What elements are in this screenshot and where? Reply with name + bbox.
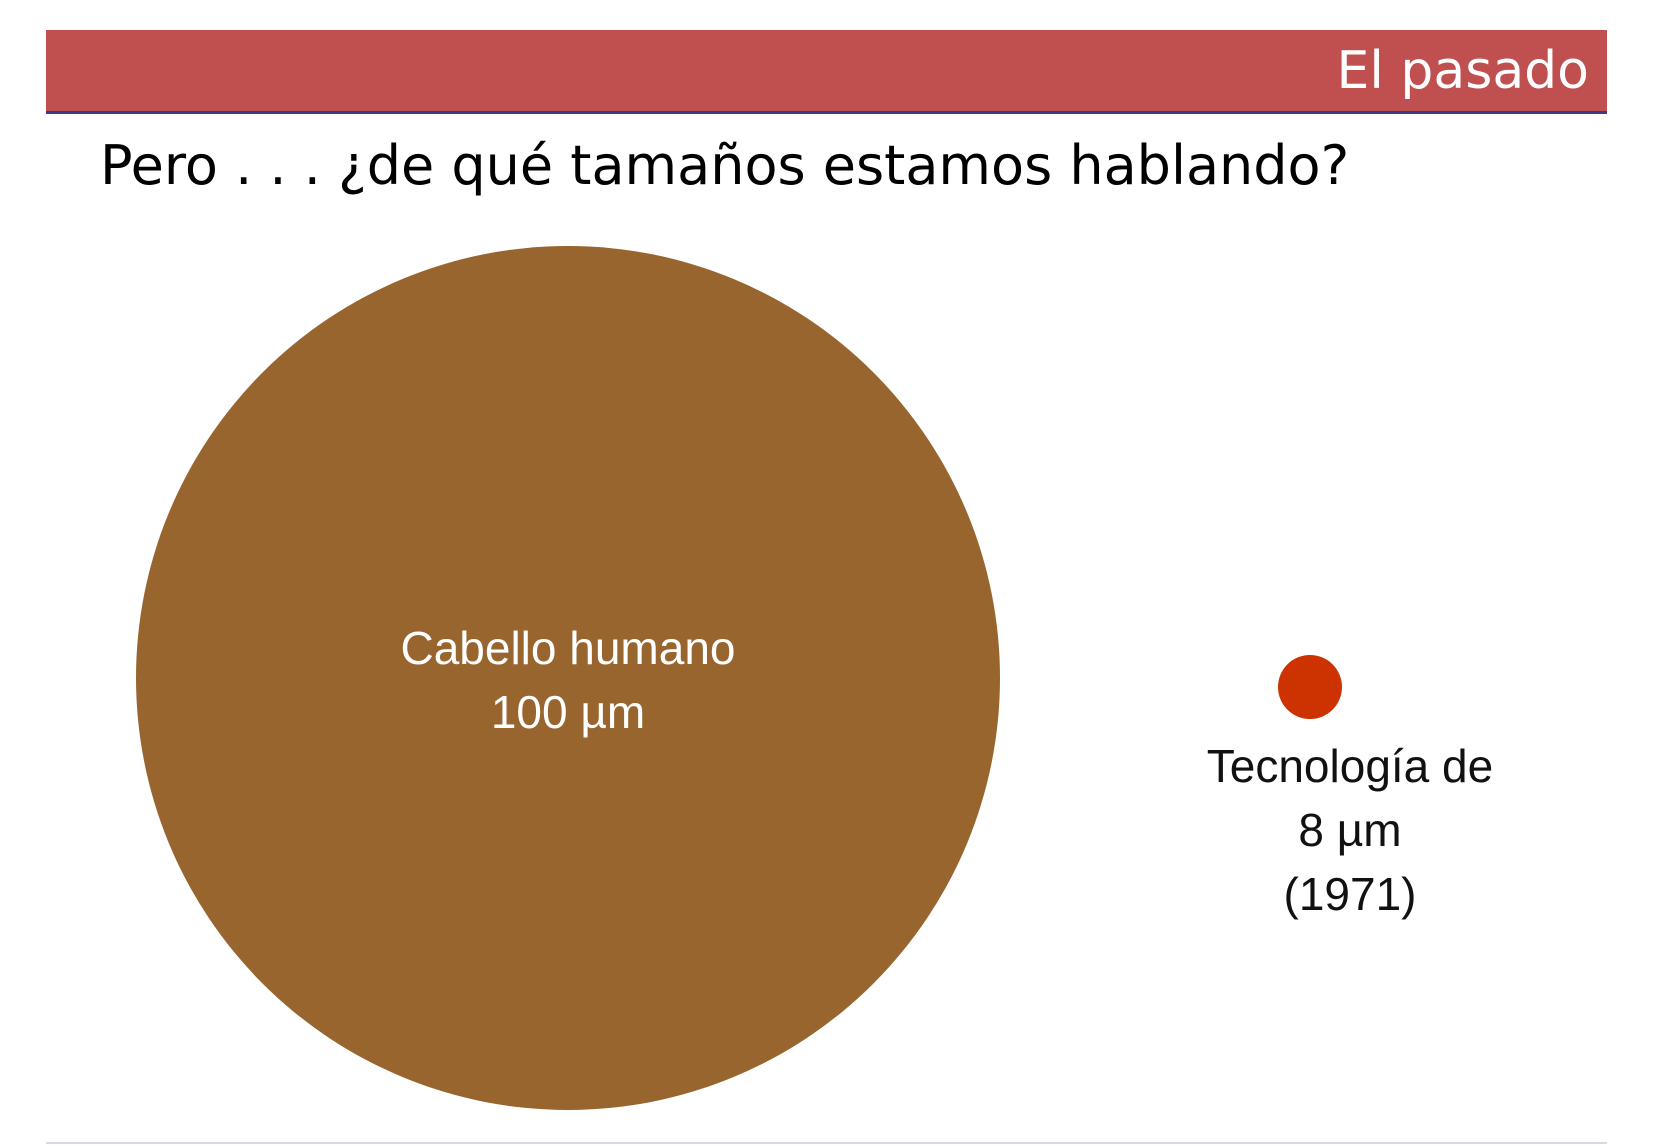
slide-subtitle: Pero . . . ¿de qué tamaños estamos habla… xyxy=(100,134,1349,199)
technology-label: Tecnología de 8 µm (1971) xyxy=(1150,734,1550,926)
header-bar: El pasado xyxy=(46,30,1607,114)
technology-dot xyxy=(1278,655,1342,719)
footer-divider xyxy=(46,1142,1607,1144)
header-title: El pasado xyxy=(1337,40,1589,102)
technology-label-line1: Tecnología de xyxy=(1150,734,1550,798)
human-hair-circle: Cabello humano 100 µm xyxy=(136,246,1000,1110)
human-hair-label: Cabello humano 100 µm xyxy=(136,616,1000,744)
human-hair-label-line1: Cabello humano xyxy=(136,616,1000,680)
human-hair-label-line2: 100 µm xyxy=(136,680,1000,744)
technology-label-line2: 8 µm xyxy=(1150,798,1550,862)
technology-label-line3: (1971) xyxy=(1150,862,1550,926)
